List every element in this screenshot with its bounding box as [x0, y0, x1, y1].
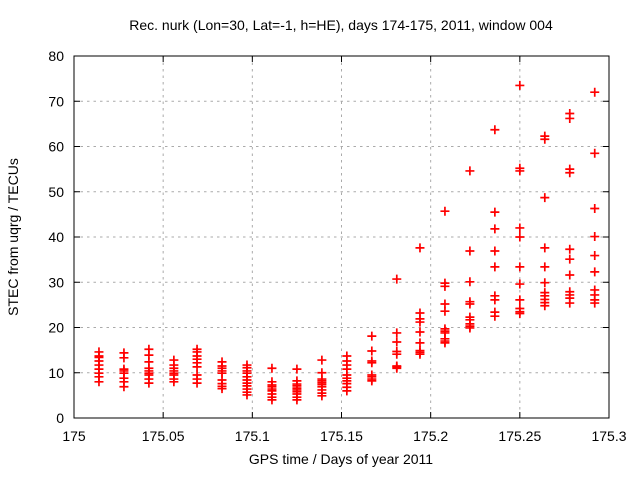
data-point-marker [392, 363, 402, 373]
x-tick-label: 175.3 [591, 428, 626, 444]
data-point-marker [515, 262, 525, 272]
data-point-marker [465, 166, 475, 176]
data-point-marker [590, 251, 600, 261]
y-tick-label: 40 [48, 229, 64, 245]
data-point-marker [392, 349, 402, 359]
data-point-marker [540, 193, 550, 203]
data-point-marker [465, 246, 475, 256]
y-tick-label: 50 [48, 184, 64, 200]
data-point-marker [490, 311, 500, 321]
data-point-marker [415, 327, 425, 337]
data-point-marker [565, 113, 575, 123]
data-point-marker [565, 168, 575, 178]
data-point-marker [367, 346, 377, 356]
y-axis-title: STEC from uqrg / TECUs [5, 158, 21, 316]
data-point-marker [515, 80, 525, 90]
data-point-marker [565, 298, 575, 308]
x-tick-label: 175.1 [235, 428, 270, 444]
data-point-marker [415, 349, 425, 359]
data-point-marker [144, 378, 154, 388]
y-tick-label: 30 [48, 274, 64, 290]
data-point-marker [367, 376, 377, 386]
data-point-marker [465, 277, 475, 287]
y-tick-label: 20 [48, 320, 64, 336]
data-point-marker [515, 166, 525, 176]
data-point-marker [119, 382, 129, 392]
data-point-marker [565, 254, 575, 264]
data-point-marker [540, 278, 550, 288]
data-point-marker [192, 362, 202, 372]
data-point-marker [367, 358, 377, 368]
x-tick-label: 175.2 [413, 428, 448, 444]
data-point-marker [367, 331, 377, 341]
data-point-marker [465, 299, 475, 309]
data-point-marker [590, 87, 600, 97]
data-point-marker [94, 377, 104, 387]
data-point-marker [415, 317, 425, 327]
data-point-marker [392, 274, 402, 284]
data-point-marker [515, 295, 525, 305]
data-points [94, 80, 600, 405]
data-point-marker [192, 378, 202, 388]
data-point-marker [490, 224, 500, 234]
data-point-marker [490, 262, 500, 272]
data-point-marker [590, 298, 600, 308]
gridlines [74, 56, 609, 418]
y-tick-label: 10 [48, 365, 64, 381]
data-point-marker [292, 364, 302, 374]
x-tick-label: 175 [62, 428, 86, 444]
data-point-marker [440, 281, 450, 291]
data-point-marker [415, 243, 425, 253]
data-point-marker [267, 363, 277, 373]
data-point-marker [292, 395, 302, 405]
data-point-marker [515, 279, 525, 289]
data-point-marker [565, 244, 575, 254]
y-tick-label: 70 [48, 93, 64, 109]
data-point-marker [515, 308, 525, 318]
data-point-marker [490, 295, 500, 305]
data-point-marker [242, 390, 252, 400]
data-point-marker [590, 203, 600, 213]
data-point-marker [540, 301, 550, 311]
data-point-marker [515, 232, 525, 242]
data-point-marker [590, 148, 600, 158]
y-tick-label: 0 [56, 410, 64, 426]
data-point-marker [440, 306, 450, 316]
data-point-marker [169, 377, 179, 387]
data-point-marker [415, 338, 425, 348]
data-point-marker [565, 270, 575, 280]
y-tick-label: 60 [48, 139, 64, 155]
data-point-marker [490, 207, 500, 217]
data-point-marker [490, 246, 500, 256]
data-point-marker [590, 267, 600, 277]
data-point-marker [440, 338, 450, 348]
x-tick-label: 175.05 [142, 428, 185, 444]
data-point-marker [342, 386, 352, 396]
data-point-marker [317, 355, 327, 365]
y-tick-label: 80 [48, 48, 64, 64]
data-point-marker [267, 395, 277, 405]
chart-title: Rec. nurk (Lon=30, Lat=-1, h=HE), days 1… [129, 17, 553, 33]
plot-frame [73, 55, 610, 419]
x-axis-title: GPS time / Days of year 2011 [249, 451, 433, 467]
data-point-marker [392, 328, 402, 338]
x-tick-label: 175.25 [498, 428, 541, 444]
data-point-marker [540, 243, 550, 253]
data-point-marker [217, 384, 227, 394]
data-point-marker [515, 223, 525, 233]
data-point-marker [590, 232, 600, 242]
data-point-marker [540, 262, 550, 272]
data-point-marker [440, 206, 450, 216]
data-point-marker [465, 323, 475, 333]
data-point-marker [490, 125, 500, 135]
data-point-marker [392, 337, 402, 347]
data-point-marker [540, 134, 550, 144]
tick-labels: 175 175.05 175.1 175.15 175.2 175.25 175.3 0 10 2… [48, 48, 626, 444]
data-point-marker [317, 391, 327, 401]
x-tick-label: 175.15 [320, 428, 363, 444]
data-point-marker [119, 353, 129, 363]
